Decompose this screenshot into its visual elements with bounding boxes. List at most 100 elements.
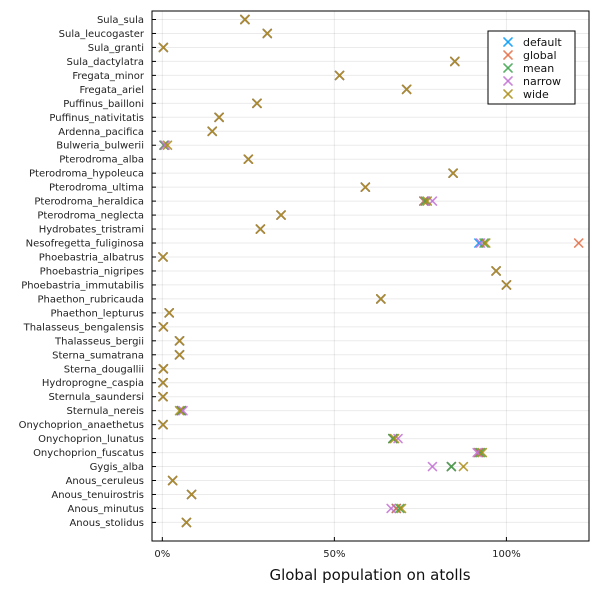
data-point	[420, 196, 431, 206]
data-point	[178, 405, 188, 416]
y-tick-label: Pterodroma_hypoleuca	[29, 169, 144, 180]
data-point	[240, 14, 250, 25]
data-point	[573, 238, 584, 248]
data-point	[174, 336, 185, 346]
data-point	[160, 140, 170, 151]
data-point	[427, 461, 438, 472]
data-point	[158, 377, 168, 388]
legend-marker	[503, 76, 513, 86]
data-point	[252, 98, 262, 109]
data-point	[401, 84, 412, 95]
y-tick-label: Hydroprogne_caspia	[42, 378, 144, 389]
y-tick-label: Sternula_saundersi	[48, 392, 144, 403]
data-point	[475, 447, 486, 458]
data-point	[376, 294, 386, 304]
y-tick-label: Thalasseus_bengalensis	[23, 322, 144, 333]
data-point	[474, 447, 484, 458]
data-point	[158, 391, 168, 402]
y-tick-label: Puffinus_nativitatis	[49, 113, 144, 124]
y-tick-label: Sternula_nereis	[67, 406, 144, 417]
data-point	[214, 112, 224, 123]
data-point	[167, 475, 178, 486]
data-point	[174, 405, 185, 416]
legend-marker	[503, 37, 513, 47]
y-tick-label: Sula_granti	[88, 43, 144, 54]
y-tick-label: Onychoprion_lunatus	[38, 434, 144, 445]
data-markers	[158, 14, 584, 528]
data-point	[394, 503, 405, 514]
y-tick-label: Pterodroma_heraldica	[34, 197, 144, 208]
data-point	[207, 126, 218, 137]
data-point	[477, 447, 488, 458]
data-point	[162, 140, 173, 151]
y-tick-label: Thalasseus_bergii	[54, 336, 144, 347]
data-point	[393, 433, 403, 444]
y-tick-label: Gygis_alba	[90, 462, 144, 473]
legend-entry: wide	[523, 88, 549, 101]
legend-entry: narrow	[523, 75, 561, 88]
legend-box	[487, 30, 576, 105]
x-axis-label: Global population on atolls	[269, 566, 470, 584]
y-tick-label: Sterna_sumatrana	[52, 350, 144, 361]
y-tick-label: Phaethon_lepturus	[50, 308, 144, 319]
data-point	[334, 70, 345, 81]
data-point	[243, 154, 254, 164]
y-tick-label: Phoebastria_nigripes	[40, 266, 144, 277]
data-point	[181, 517, 192, 528]
data-point	[158, 252, 168, 262]
y-tick-label: Anous_stolidus	[69, 518, 144, 529]
data-point	[158, 419, 168, 430]
x-axis-ticks: 0% 50% 100%	[154, 537, 521, 560]
y-tick-label: Sula_sula	[97, 15, 144, 26]
x-tick-label: 50%	[323, 549, 345, 560]
plot-frame	[151, 10, 590, 542]
y-tick-label: Hydrobates_tristrami	[39, 225, 144, 236]
y-tick-label: Fregata_minor	[72, 71, 145, 82]
y-tick-label: Onychoprion_anaethetus	[19, 420, 144, 431]
data-point	[386, 503, 396, 514]
data-point	[176, 405, 187, 416]
x-tick-label: 100%	[492, 549, 521, 560]
data-point	[422, 196, 433, 206]
y-tick-label: Fregata_ariel	[79, 85, 144, 96]
data-point	[186, 489, 197, 500]
data-point	[480, 238, 491, 248]
grid-layer	[152, 11, 589, 541]
data-point	[479, 238, 489, 248]
y-tick-label: Pterodroma_ultima	[49, 183, 144, 194]
data-point	[458, 461, 469, 472]
y-tick-label: Sula_leucogaster	[59, 29, 145, 40]
y-axis-ticks: Sula_sula Sula_leucogaster Sula_granti Sula…	[19, 15, 156, 529]
y-tick-label: Sterna_dougallii	[64, 364, 144, 375]
data-point	[396, 503, 407, 514]
legend-marker	[503, 89, 513, 99]
legend-marker	[503, 50, 513, 60]
y-tick-label: Onychoprion_fuscatus	[33, 448, 144, 459]
y-tick-label: Puffinus_bailloni	[63, 99, 144, 110]
data-point	[255, 224, 266, 234]
legend-entry: global	[523, 49, 557, 62]
data-point	[446, 461, 457, 472]
data-point	[360, 182, 371, 192]
y-tick-label: Anous_tenuirostris	[51, 490, 144, 501]
data-point	[448, 168, 458, 178]
series-wide	[158, 14, 512, 528]
data-point	[450, 56, 460, 67]
data-point	[164, 308, 175, 318]
data-point	[158, 363, 169, 374]
data-point	[501, 280, 512, 290]
y-tick-label: Pterodroma_neglecta	[37, 211, 144, 222]
y-tick-label: Nesofregetta_fuliginosa	[26, 239, 144, 250]
data-point	[158, 42, 169, 53]
y-tick-label: Sula_dactylatra	[67, 57, 144, 68]
y-tick-label: Pterodroma_alba	[59, 155, 144, 166]
legend-entry: mean	[523, 62, 554, 75]
data-point	[276, 210, 286, 220]
y-tick-label: Ardenna_pacifica	[58, 127, 144, 138]
data-point	[491, 266, 501, 276]
y-tick-label: Phaethon_rubricauda	[38, 294, 145, 305]
data-point	[262, 28, 273, 39]
y-tick-label: Phoebastria_albatrus	[39, 252, 144, 263]
